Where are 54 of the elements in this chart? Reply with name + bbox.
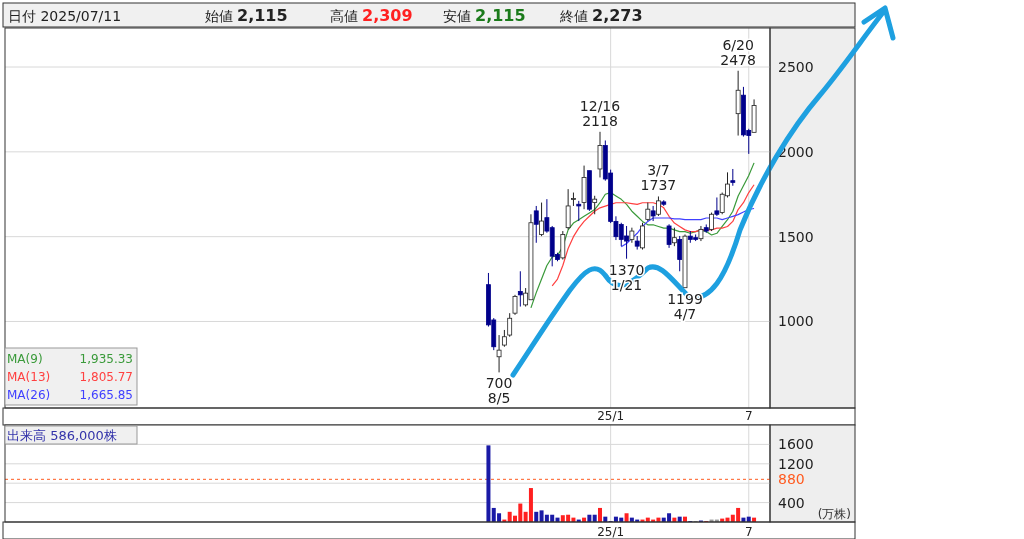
text: MA(13)	[7, 370, 51, 384]
candlestick	[576, 200, 582, 222]
bar	[528, 488, 533, 522]
candlestick	[512, 294, 518, 316]
bar	[598, 507, 602, 522]
candlestick	[714, 196, 720, 217]
text: 高値 2,309	[330, 6, 413, 25]
bar	[486, 445, 491, 522]
candlestick	[666, 223, 672, 249]
candlestick	[735, 70, 741, 137]
text: 安値 2,115	[443, 6, 526, 25]
candlestick	[640, 222, 645, 251]
candlestick	[709, 212, 714, 232]
x-tick-label: 25/1	[597, 525, 625, 539]
annotation: 1,805.77	[79, 370, 133, 384]
candlestick	[507, 312, 513, 338]
annotation: 6/20 2478	[720, 36, 756, 68]
candlestick	[496, 334, 502, 373]
y-tick-label: 400	[778, 494, 805, 511]
annotation: 12/16 2118	[579, 97, 621, 129]
chart-title: 日付 2025/07/11	[8, 8, 122, 24]
text: MA(9)	[7, 352, 43, 366]
y-tick-label: 1000	[778, 313, 814, 330]
candlestick	[560, 230, 566, 261]
candlestick	[517, 270, 523, 308]
candlestick	[533, 205, 539, 244]
text: 終値 2,273	[559, 6, 643, 25]
candlestick	[671, 227, 677, 247]
line-series	[620, 207, 755, 248]
y-axis-title: (万株)	[817, 507, 851, 521]
annotation: 1,665.85	[79, 388, 133, 402]
candlestick	[645, 202, 651, 222]
y-tick-label: 1600	[778, 436, 814, 453]
candlestick	[656, 195, 661, 217]
x-tick-label: 25/1	[597, 409, 625, 423]
candlestick	[592, 195, 598, 215]
candlestick	[677, 235, 683, 272]
ref-line-label: 880	[778, 471, 805, 488]
x-tick-label: 7	[744, 525, 753, 539]
y-tick-label: 1200	[778, 455, 814, 472]
x-tick-label: 7	[744, 409, 753, 423]
candlestick	[565, 188, 571, 230]
candlestick	[650, 205, 656, 222]
candlestick	[539, 202, 544, 237]
annotation: 1199 4/7	[667, 290, 703, 322]
candlestick	[597, 131, 603, 178]
text: 始値 2,115	[205, 6, 288, 25]
annotation: 3/7 1737	[640, 162, 677, 194]
text: MA(26)	[7, 388, 51, 402]
y-tick-label: 1500	[778, 228, 814, 245]
annotation: 1,935.33	[79, 352, 133, 366]
y-tick-label: 2500	[778, 59, 814, 76]
chart-title: 出来高 586,000株	[7, 428, 117, 443]
annotation: 700 8/5	[485, 375, 513, 407]
